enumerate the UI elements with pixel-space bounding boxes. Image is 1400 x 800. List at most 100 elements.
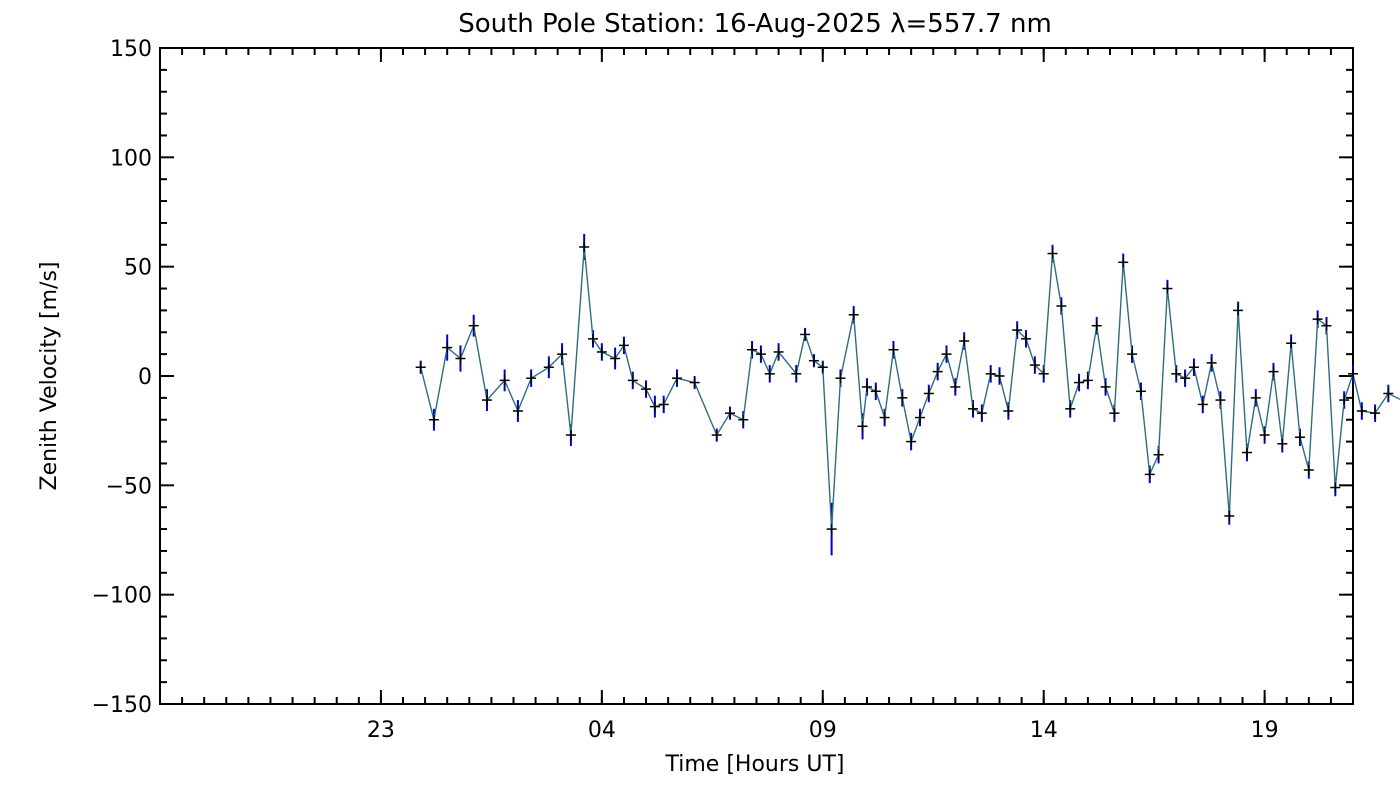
data-point <box>773 346 784 357</box>
data-point <box>724 408 735 419</box>
data-point <box>1303 465 1314 476</box>
data-point <box>610 353 621 364</box>
data-point <box>747 344 758 355</box>
y-tick-label: −100 <box>92 584 152 609</box>
data-point <box>1233 305 1244 316</box>
data-point <box>906 436 917 447</box>
data-point <box>932 366 943 377</box>
data-point <box>1197 399 1208 410</box>
series-line <box>420 246 1400 530</box>
data-point <box>1091 320 1102 331</box>
data-point <box>808 355 819 366</box>
data-point <box>579 241 590 252</box>
data-point <box>1312 314 1323 325</box>
x-tick-label: 09 <box>809 718 837 743</box>
data-point <box>994 371 1005 381</box>
data-point <box>428 414 439 425</box>
data-point <box>1100 381 1111 392</box>
data-point <box>870 386 881 397</box>
data-point <box>1180 373 1191 384</box>
data-point <box>800 329 811 340</box>
series-layer <box>415 233 1400 556</box>
data-point <box>857 421 868 432</box>
data-point <box>1021 333 1032 344</box>
data-point <box>897 392 908 403</box>
data-point <box>455 353 466 364</box>
data-point <box>1348 368 1358 379</box>
x-tick-label: 04 <box>588 718 616 743</box>
data-point <box>923 388 934 399</box>
data-point <box>1171 368 1182 379</box>
x-axis-label: Time [Hours UT] <box>665 752 845 777</box>
data-point <box>1065 403 1076 414</box>
data-point <box>1206 357 1217 368</box>
data-point <box>1383 388 1394 399</box>
data-point <box>1286 338 1297 349</box>
data-point <box>950 381 961 392</box>
data-point <box>1321 320 1332 331</box>
data-point <box>481 395 492 406</box>
data-point <box>557 349 568 360</box>
data-point <box>1038 368 1049 379</box>
data-point <box>1003 405 1014 416</box>
data-point <box>565 430 576 441</box>
data-point <box>618 340 629 351</box>
data-point <box>764 368 775 379</box>
y-axis-label: Zenith Velocity [m/s] <box>37 262 62 491</box>
y-tick-label: 150 <box>110 37 152 62</box>
y-tick-label: 100 <box>110 146 152 171</box>
data-point <box>641 384 652 395</box>
data-point <box>879 412 890 423</box>
data-point <box>1144 469 1155 480</box>
y-tick-label: 50 <box>124 256 152 281</box>
data-point <box>791 368 802 379</box>
data-point <box>627 375 638 386</box>
data-point <box>1330 482 1341 493</box>
y-tick-label: 0 <box>138 365 152 390</box>
data-point <box>468 320 479 331</box>
data-point <box>512 405 523 416</box>
data-point <box>1294 432 1305 443</box>
data-point <box>1162 283 1173 294</box>
data-point <box>588 333 599 344</box>
x-tick-label: 19 <box>1251 718 1279 743</box>
data-point <box>914 412 925 423</box>
data-point <box>1029 360 1040 371</box>
data-point <box>1135 386 1146 397</box>
data-point <box>1082 375 1093 386</box>
data-point <box>968 403 979 414</box>
data-point <box>848 309 859 320</box>
data-point <box>1074 377 1085 388</box>
data-point <box>755 349 766 360</box>
data-point <box>1215 395 1226 406</box>
data-point <box>1012 325 1023 336</box>
data-point <box>415 362 426 373</box>
data-point <box>526 373 537 384</box>
data-point <box>711 430 722 441</box>
data-point <box>985 368 996 379</box>
data-point <box>1127 349 1138 360</box>
data-point <box>1277 438 1288 449</box>
data-point <box>1250 392 1261 403</box>
data-point <box>658 399 669 410</box>
data-point <box>1356 405 1367 416</box>
data-point <box>671 373 682 384</box>
data-point <box>499 375 510 386</box>
data-point <box>1109 408 1120 419</box>
data-point <box>649 401 660 412</box>
data-point <box>1188 362 1199 373</box>
data-point <box>689 377 700 388</box>
data-point <box>1118 257 1129 268</box>
chart-title: South Pole Station: 16-Aug-2025 λ=557.7 … <box>458 9 1052 39</box>
data-point <box>1047 248 1058 259</box>
data-point <box>1370 408 1381 419</box>
data-point <box>1056 301 1067 312</box>
data-point <box>596 346 607 357</box>
data-point <box>835 373 846 384</box>
y-tick-label: −150 <box>92 693 152 718</box>
axis-ticks <box>159 47 1353 705</box>
data-point <box>1339 395 1350 406</box>
data-point <box>976 408 987 419</box>
